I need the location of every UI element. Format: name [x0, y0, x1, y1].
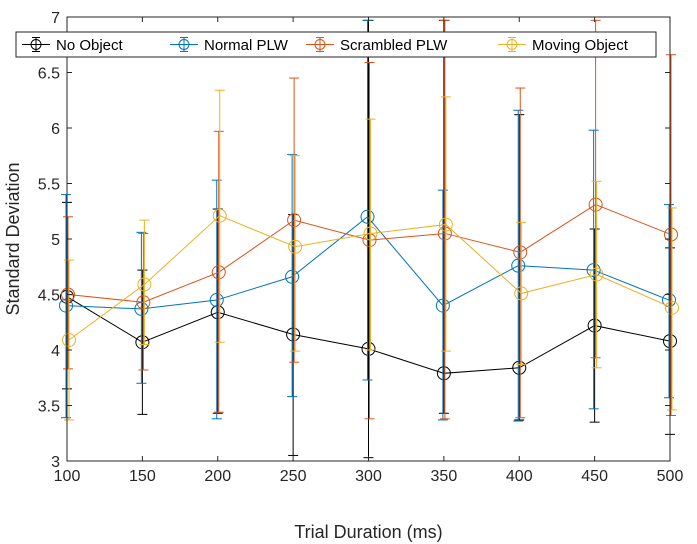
data-point	[361, 341, 376, 356]
legend-entry: Normal PLW	[170, 37, 289, 54]
y-tick-label: 5.5	[38, 177, 60, 194]
data-point	[210, 305, 225, 320]
data-point	[514, 286, 529, 301]
data-point	[586, 263, 601, 278]
data-point	[136, 295, 151, 310]
data-point	[437, 226, 452, 241]
data-point	[360, 209, 375, 224]
data-point	[135, 335, 150, 350]
legend-entry: Moving Object	[498, 37, 629, 54]
x-tick-label: 500	[657, 468, 684, 485]
legend-marker	[506, 39, 518, 50]
data-point	[211, 265, 226, 280]
data-point	[589, 267, 604, 282]
series-scrambled-plw	[61, 19, 678, 420]
y-tick-label: 6	[51, 121, 60, 138]
plot-area	[59, 19, 679, 459]
data-point	[363, 226, 378, 241]
x-tick-label: 250	[280, 468, 307, 485]
x-tick-label: 100	[54, 468, 81, 485]
x-tick-label: 200	[204, 468, 231, 485]
data-point	[212, 208, 227, 223]
data-point	[435, 298, 450, 313]
legend-marker	[178, 39, 190, 50]
y-tick-label: 7	[51, 10, 60, 27]
data-point	[436, 366, 451, 381]
y-tick-label: 3.5	[38, 399, 60, 416]
series-normal-plw	[59, 19, 676, 422]
data-point	[512, 360, 527, 375]
data-point	[588, 197, 603, 212]
data-point	[587, 318, 602, 333]
x-axis-ticks: 100 150 200 250 300 350 400 450 500	[54, 17, 684, 485]
series-no-object	[60, 19, 677, 459]
data-point	[513, 245, 528, 260]
legend-marker	[314, 39, 326, 50]
data-point	[137, 277, 152, 292]
y-axis-ticks: 3 3.5 4 4.5 5 5.5 6 6.5 7	[38, 10, 670, 471]
x-tick-label: 350	[431, 468, 458, 485]
data-point	[665, 300, 679, 315]
y-tick-label: 3	[51, 454, 60, 471]
y-tick-label: 4.5	[38, 288, 60, 305]
data-point	[511, 258, 526, 273]
legend-entry: Scrambled PLW	[306, 37, 448, 54]
series-moving-object	[62, 89, 679, 421]
data-point	[286, 327, 301, 342]
y-tick-label: 6.5	[38, 66, 60, 83]
data-point	[287, 213, 302, 228]
legend-box	[15, 31, 657, 58]
legend-label: Normal PLW	[204, 37, 289, 54]
x-tick-label: 150	[129, 468, 156, 485]
data-point	[664, 227, 678, 242]
x-tick-label: 400	[506, 468, 533, 485]
x-tick-label: 300	[355, 468, 382, 485]
series-line	[68, 215, 673, 341]
series-line	[65, 216, 670, 310]
data-point	[285, 269, 300, 284]
data-point	[61, 287, 75, 302]
legend-label: Moving Object	[532, 37, 629, 54]
data-point	[209, 293, 224, 308]
legend-label: No Object	[56, 37, 124, 54]
legend: No Object Normal PLW Scrambled PLW Moving O…	[15, 31, 657, 58]
data-point	[288, 239, 303, 254]
x-tick-label: 450	[581, 468, 608, 485]
data-point	[59, 298, 73, 313]
series-line	[66, 296, 671, 374]
y-tick-label: 5	[51, 232, 60, 249]
data-point	[62, 333, 76, 348]
legend-label: Scrambled PLW	[340, 37, 448, 54]
legend-marker	[30, 39, 42, 50]
x-axis-title: Trial Duration (ms)	[294, 522, 442, 542]
y-axis-title: Standard Deviation	[3, 162, 23, 315]
y-tick-label: 4	[51, 343, 60, 360]
legend-entry: No Object	[22, 37, 124, 54]
data-point	[438, 217, 453, 232]
